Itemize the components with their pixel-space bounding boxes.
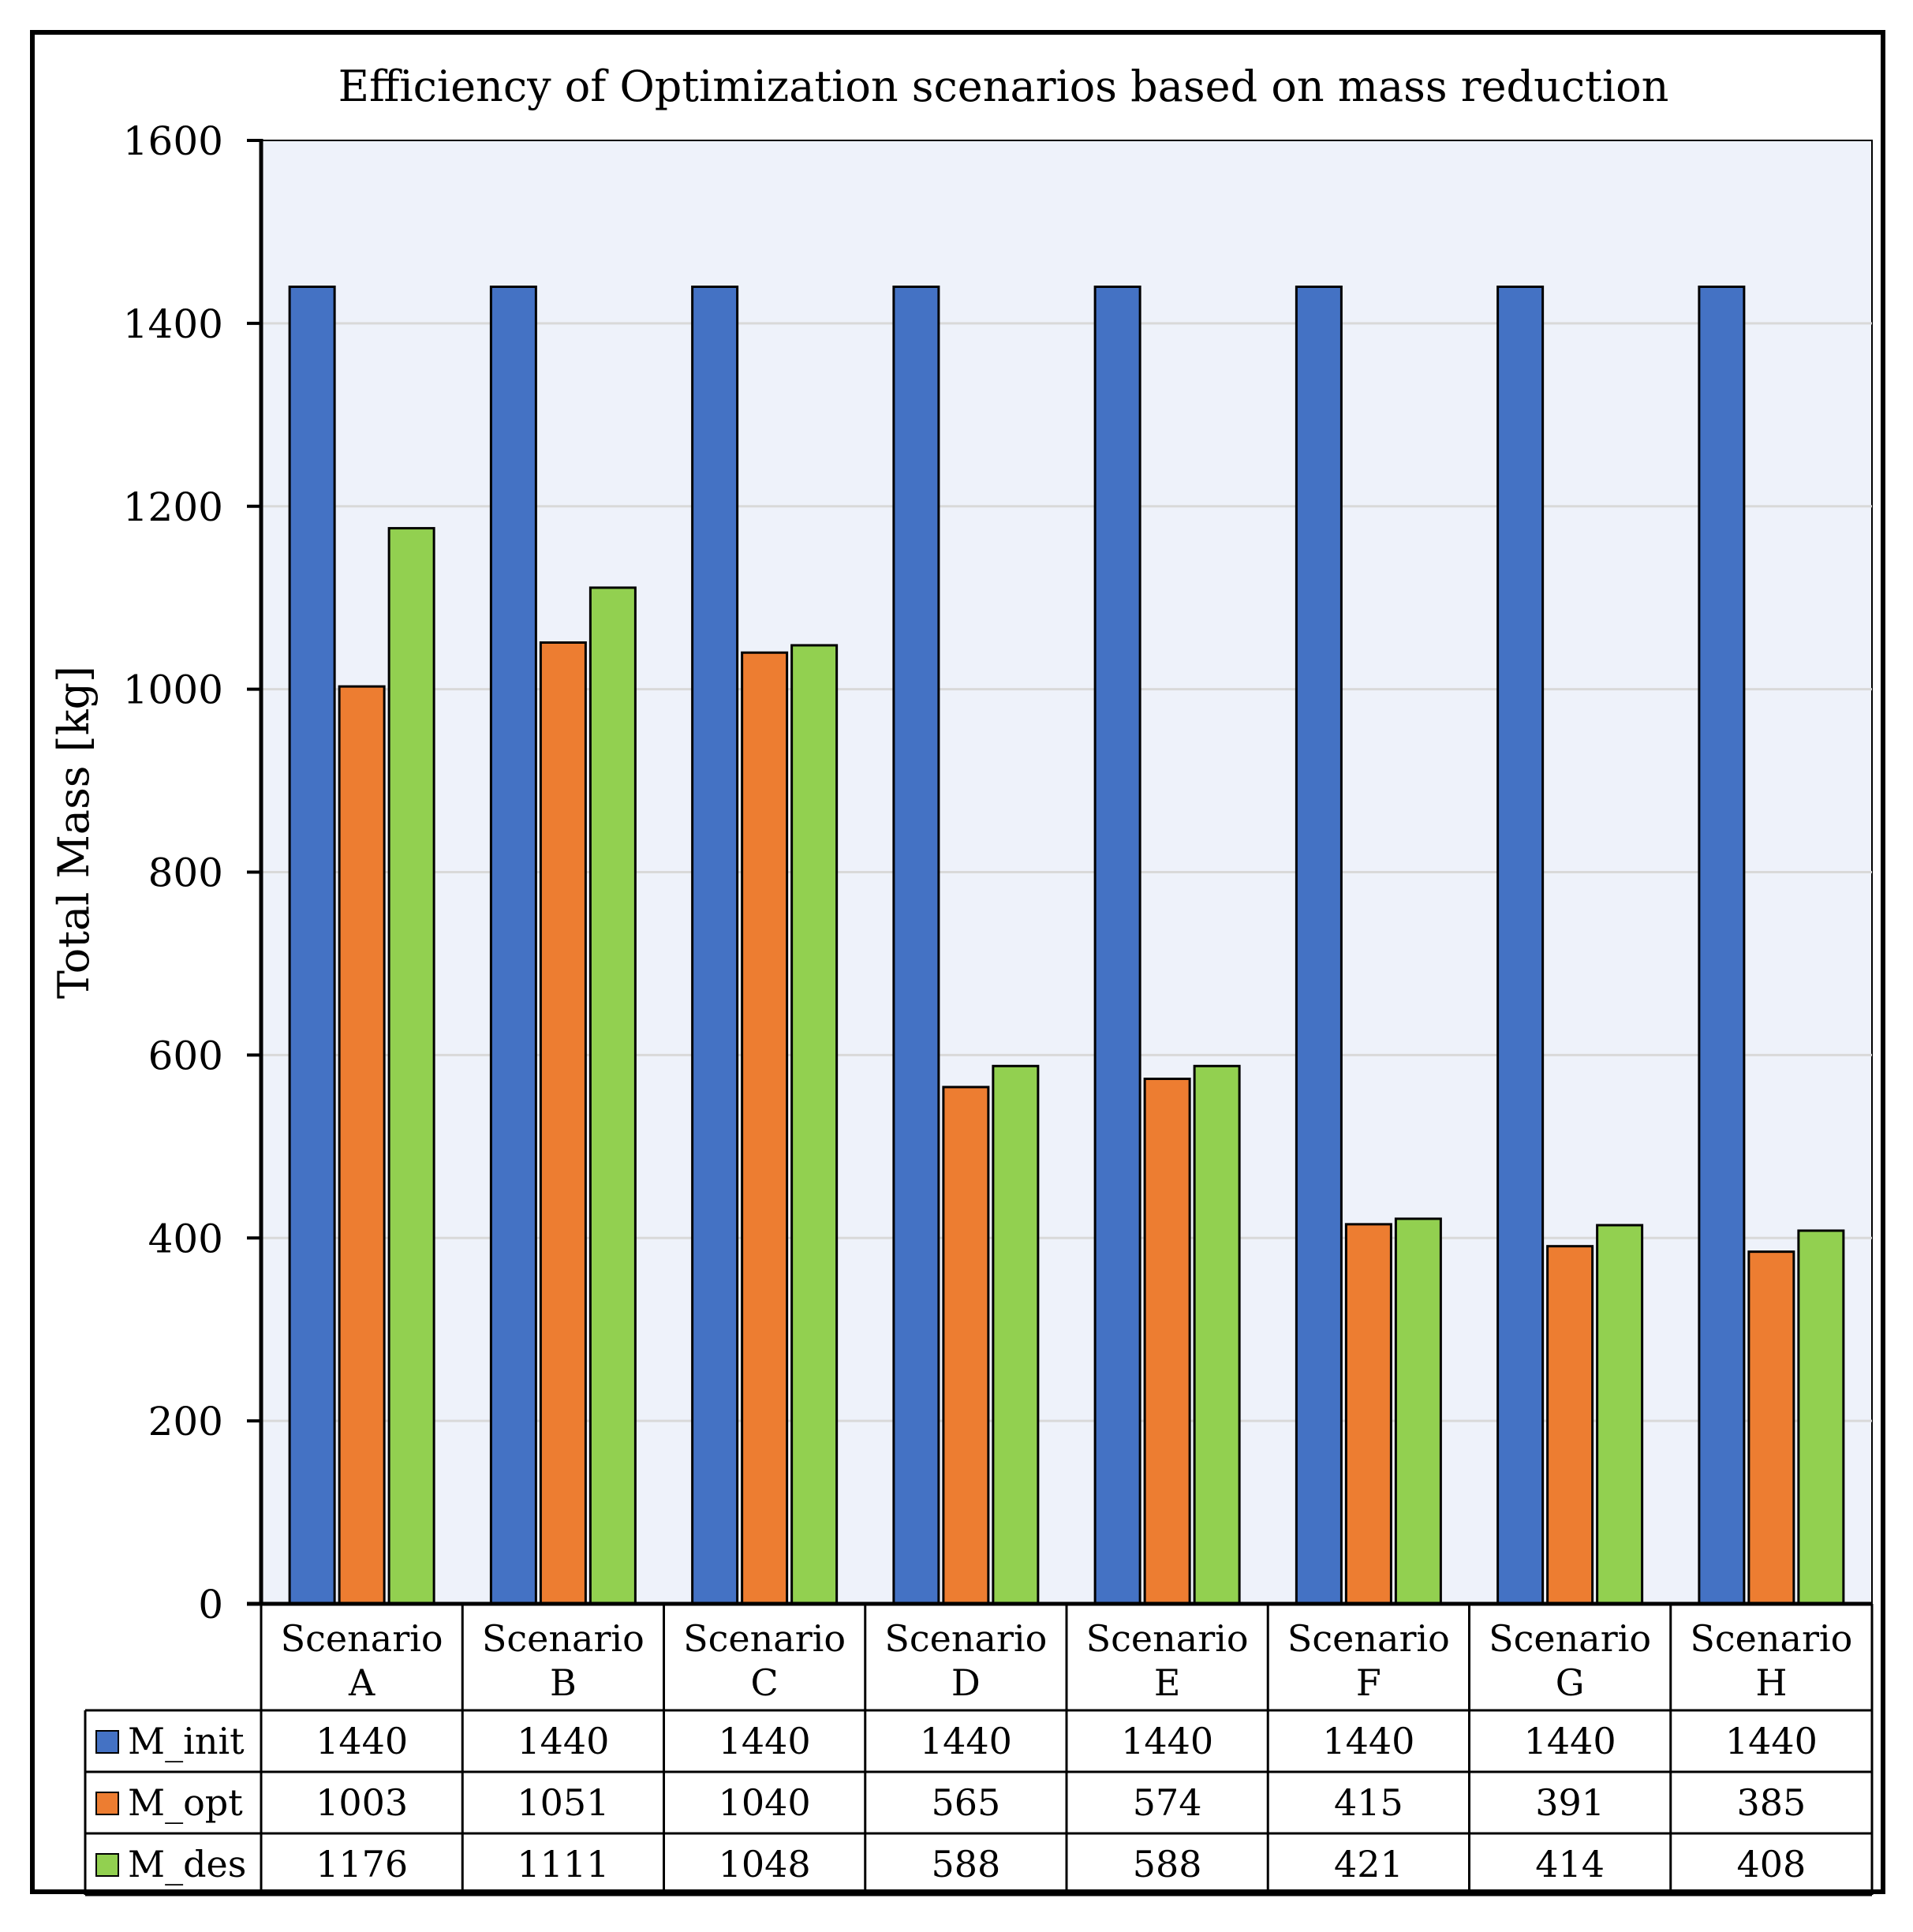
table-value: 1051 [517, 1781, 609, 1824]
bar-m-init-scenario-a [288, 286, 336, 1605]
category-label: G [1556, 1661, 1585, 1704]
category-label: Scenario [1086, 1617, 1249, 1660]
legend-label-m-opt: M_opt [128, 1781, 243, 1824]
table-value: 588 [931, 1843, 1000, 1885]
category-label: F [1356, 1661, 1381, 1704]
category-label: Scenario [1690, 1617, 1852, 1660]
category-label: D [951, 1661, 981, 1704]
y-tick-label: 400 [148, 1216, 223, 1261]
bar-m-opt-scenario-d [942, 1086, 990, 1605]
bar-m-opt-scenario-h [1747, 1250, 1795, 1605]
bar-m-opt-scenario-a [338, 685, 386, 1605]
category-label: Scenario [1287, 1617, 1450, 1660]
category-label: Scenario [482, 1617, 645, 1660]
table-value: 1048 [719, 1843, 811, 1885]
y-tick-label: 1400 [123, 301, 223, 347]
y-tick-label: 1600 [123, 118, 223, 164]
legend-key-m-init [95, 1730, 119, 1754]
table-value: 574 [1133, 1781, 1202, 1824]
bar-m-des-scenario-g [1596, 1224, 1644, 1605]
chart-title: Efficiency of Optimization scenarios bas… [338, 62, 1669, 111]
bar-m-opt-scenario-b [539, 641, 587, 1605]
table-value: 1003 [316, 1781, 408, 1824]
category-label: Scenario [1489, 1617, 1651, 1660]
table-value: 1440 [719, 1720, 811, 1762]
table-value: 385 [1736, 1781, 1806, 1824]
table-value: 1440 [517, 1720, 609, 1762]
bar-m-init-scenario-d [892, 286, 940, 1605]
bar-m-opt-scenario-g [1546, 1245, 1594, 1605]
bar-m-init-scenario-f [1295, 286, 1343, 1605]
table-value: 1440 [1322, 1720, 1414, 1762]
category-label: E [1154, 1661, 1181, 1704]
table-value: 565 [931, 1781, 1000, 1824]
bar-m-des-scenario-c [790, 644, 839, 1605]
table-value: 1440 [1725, 1720, 1818, 1762]
table-value: 588 [1133, 1843, 1202, 1885]
table-value: 1440 [1121, 1720, 1213, 1762]
table-value: 1440 [1524, 1720, 1616, 1762]
bar-m-des-scenario-b [588, 586, 637, 1605]
bar-m-des-scenario-a [387, 527, 435, 1605]
bar-m-des-scenario-f [1394, 1217, 1442, 1605]
bar-m-des-scenario-d [992, 1064, 1040, 1605]
category-label: C [751, 1661, 779, 1704]
bar-m-init-scenario-g [1496, 286, 1545, 1605]
y-axis-label: Total Mass [kg] [49, 666, 99, 999]
table-value: 1040 [719, 1781, 811, 1824]
bar-m-opt-scenario-e [1143, 1078, 1191, 1605]
y-tick-label: 800 [148, 850, 223, 896]
table-value: 391 [1535, 1781, 1605, 1824]
legend-label-m-des: M_des [128, 1843, 246, 1885]
category-label: A [348, 1661, 376, 1704]
bar-m-opt-scenario-c [741, 651, 789, 1605]
category-label: H [1755, 1661, 1787, 1704]
legend-key-m-opt [95, 1792, 119, 1815]
bar-m-opt-scenario-f [1344, 1223, 1392, 1605]
y-tick-label: 1000 [123, 667, 223, 713]
table-value: 1111 [517, 1843, 609, 1885]
bar-m-init-scenario-c [691, 286, 739, 1605]
bar-m-des-scenario-h [1797, 1229, 1845, 1605]
y-tick-label: 0 [198, 1582, 223, 1627]
y-tick-label: 1200 [123, 484, 223, 530]
category-label: Scenario [884, 1617, 1047, 1660]
table-value: 415 [1334, 1781, 1403, 1824]
legend-key-m-des [95, 1853, 119, 1877]
bar-m-des-scenario-e [1193, 1064, 1241, 1605]
y-tick-label: 600 [148, 1033, 223, 1078]
table-value: 414 [1535, 1843, 1605, 1885]
bar-m-init-scenario-h [1698, 286, 1746, 1605]
table-value: 1440 [920, 1720, 1012, 1762]
table-value: 1176 [316, 1843, 408, 1885]
table-value: 421 [1334, 1843, 1403, 1885]
category-label: Scenario [281, 1617, 443, 1660]
y-tick-label: 200 [148, 1399, 223, 1444]
table-value: 1440 [316, 1720, 408, 1762]
bar-m-init-scenario-b [489, 286, 537, 1605]
table-value: 408 [1736, 1843, 1806, 1885]
category-label: B [550, 1661, 577, 1704]
category-label: Scenario [683, 1617, 846, 1660]
legend-label-m-init: M_init [128, 1720, 245, 1762]
bar-m-init-scenario-e [1093, 286, 1141, 1605]
